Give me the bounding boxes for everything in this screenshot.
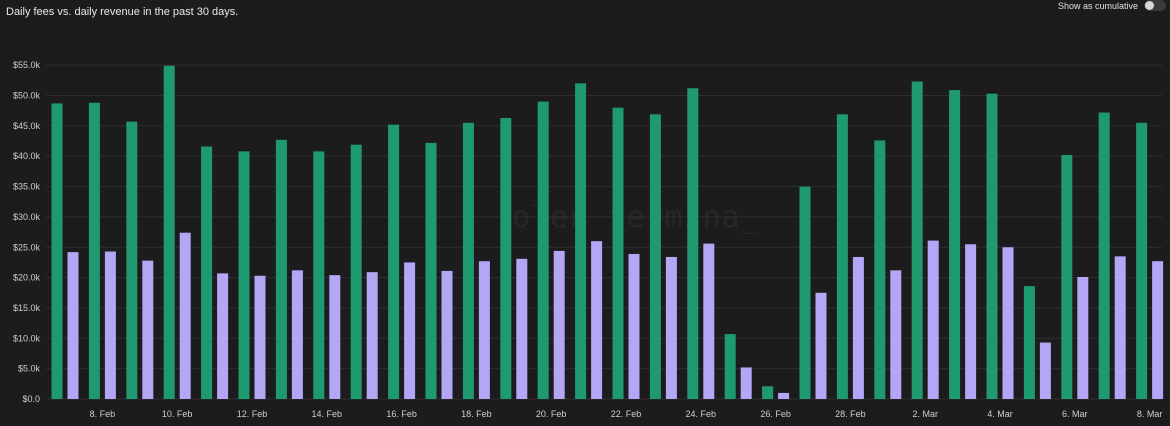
revenue-bar [628, 253, 640, 399]
revenue-bar [1039, 342, 1051, 399]
cumulative-toggle-label: Show as cumulative [1057, 0, 1138, 11]
revenue-bar [815, 292, 827, 399]
revenue-bar [254, 275, 266, 399]
fees-bar [836, 114, 848, 399]
fees-bar [313, 151, 325, 399]
y-tick-label: $5.0k [18, 364, 41, 374]
x-tick-label: 8. Feb [90, 409, 116, 419]
fees-bar [500, 117, 512, 400]
revenue-bar [553, 250, 565, 399]
y-tick-label: $50.0k [13, 91, 41, 101]
revenue-bar [329, 275, 341, 399]
fees-bar [1061, 155, 1073, 399]
revenue-bar [217, 273, 229, 399]
x-tick-label: 10. Feb [162, 409, 193, 419]
revenue-bar [665, 256, 677, 399]
revenue-bar [142, 260, 154, 399]
revenue-bar [404, 262, 416, 399]
y-tick-label: $40.0k [13, 151, 41, 161]
x-tick-label: 22. Feb [611, 409, 642, 419]
fees-bar [126, 121, 138, 399]
fees-bar [537, 101, 549, 399]
revenue-bar [591, 241, 603, 399]
fees-bar [799, 186, 811, 399]
fees-bar [201, 146, 213, 399]
fees-bar [911, 81, 923, 399]
y-tick-label: $0.0 [22, 394, 40, 404]
y-tick-label: $10.0k [13, 333, 41, 343]
revenue-bar [478, 261, 490, 399]
fees-bar [986, 93, 998, 399]
fees-bar [874, 140, 886, 399]
revenue-bar [852, 256, 864, 399]
revenue-bar [366, 272, 378, 399]
fees-bar [762, 386, 774, 399]
revenue-bar [778, 392, 790, 399]
revenue-bar [740, 367, 752, 399]
revenue-bar [965, 244, 977, 399]
fees-bar [649, 114, 661, 399]
y-tick-label: $35.0k [13, 182, 41, 192]
fees-bar [949, 90, 961, 399]
fees-bar [388, 124, 400, 400]
x-tick-label: 2. Mar [912, 409, 938, 419]
revenue-bar [441, 270, 453, 399]
fees-bar [51, 103, 63, 399]
x-tick-label: 12. Feb [237, 409, 268, 419]
revenue-bar [890, 270, 902, 399]
fees-bar [163, 65, 175, 399]
revenue-bar [1114, 256, 1126, 399]
x-tick-label: 18. Feb [461, 409, 492, 419]
x-tick-label: 8. Mar [1137, 409, 1163, 419]
revenue-bar [927, 240, 939, 399]
x-tick-label: 26. Feb [760, 409, 791, 419]
revenue-bar [1077, 277, 1089, 399]
fees-bar [612, 107, 624, 400]
revenue-bar [179, 232, 191, 399]
fees-bar [687, 88, 699, 400]
chart-title: Daily fees vs. daily revenue in the past… [6, 6, 239, 18]
y-tick-label: $20.0k [13, 273, 41, 283]
fees-bar [238, 151, 250, 399]
x-tick-label: 20. Feb [536, 409, 567, 419]
fees-bar [425, 142, 437, 399]
x-tick-label: 4. Mar [987, 409, 1013, 419]
revenue-bar [703, 243, 715, 399]
y-tick-label: $55.0k [13, 60, 41, 70]
revenue-bar [104, 251, 116, 399]
x-tick-label: 14. Feb [312, 409, 343, 419]
fees-bar [724, 334, 736, 399]
x-tick-label: 28. Feb [835, 409, 866, 419]
fees-bar [275, 139, 287, 399]
fees-bar [1023, 286, 1035, 399]
x-tick-label: 6. Mar [1062, 409, 1088, 419]
fees-bar [575, 83, 587, 400]
toggle-knob [1145, 1, 1154, 10]
y-tick-label: $45.0k [13, 121, 41, 131]
x-tick-label: 24. Feb [686, 409, 717, 419]
fees-bar [350, 144, 362, 399]
y-tick-label: $25.0k [13, 242, 41, 252]
y-tick-label: $30.0k [13, 212, 41, 222]
cumulative-toggle[interactable] [1144, 0, 1166, 11]
fees-bar [462, 122, 474, 400]
revenue-bar [291, 270, 303, 399]
y-tick-label: $15.0k [13, 303, 41, 313]
fees-bar [1136, 122, 1148, 400]
revenue-bar [67, 252, 79, 399]
revenue-bar [1152, 261, 1164, 399]
cumulative-toggle-group: Show as cumulative [1058, 0, 1166, 11]
x-tick-label: 16. Feb [386, 409, 417, 419]
fees-bar [1098, 112, 1110, 399]
revenue-bar [1002, 247, 1014, 399]
revenue-bar [516, 258, 528, 399]
fees-bar [88, 102, 100, 400]
